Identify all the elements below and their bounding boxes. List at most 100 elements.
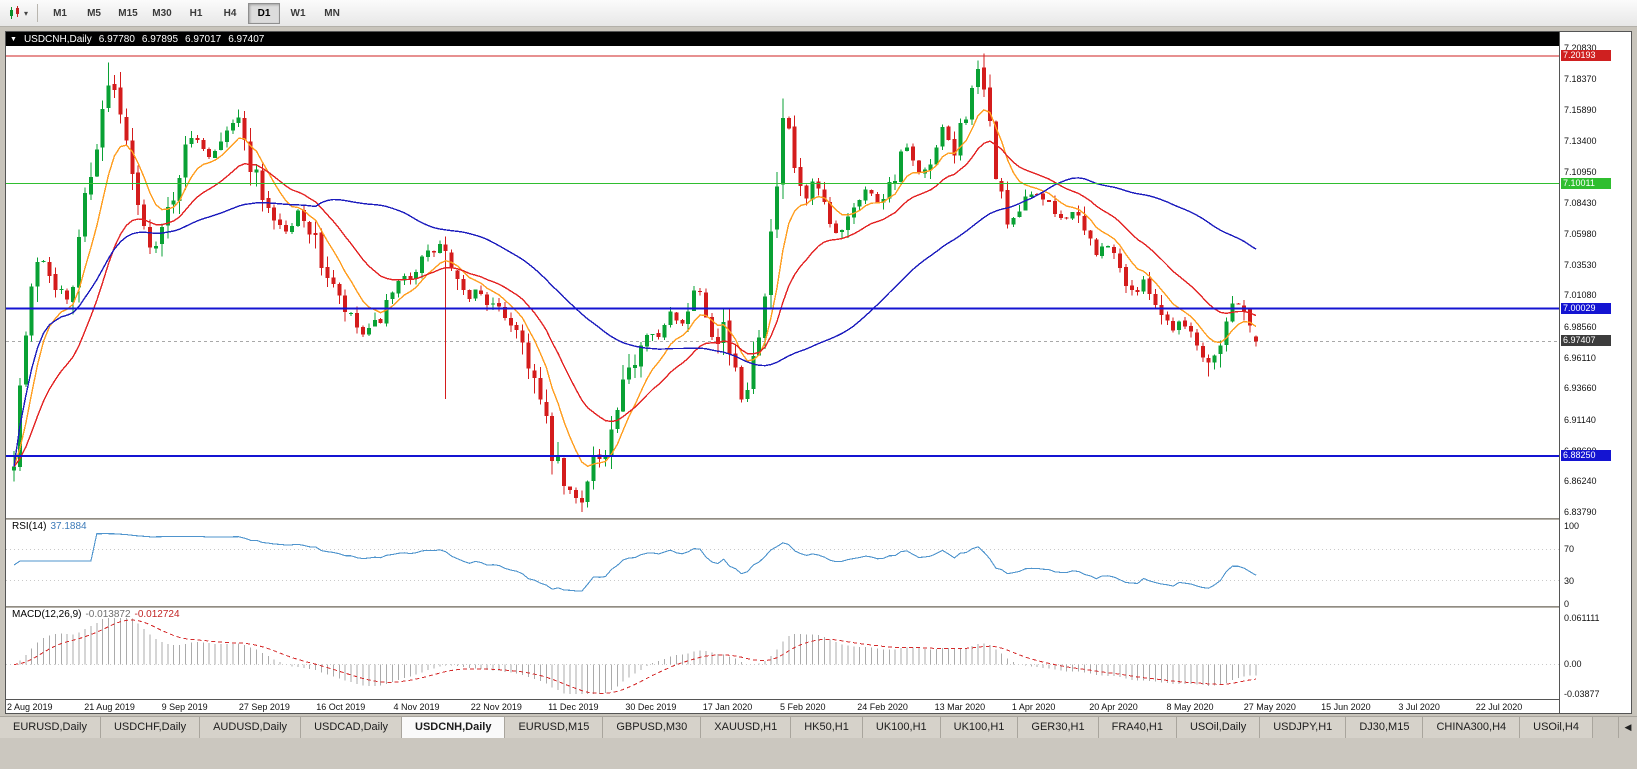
axis-label: 6.93660: [1564, 383, 1597, 394]
axis-label: 0: [1564, 599, 1570, 609]
timeframe-button-m15[interactable]: M15: [118, 7, 138, 19]
chart-tabs-bar: EURUSD,Daily USDCHF,Daily AUDUSD,Daily USDC…: [0, 716, 1637, 738]
timeframe-button-m5[interactable]: M5: [87, 7, 101, 19]
time-axis-label: 5 Feb 2020: [780, 702, 826, 712]
window-menu-triangle-icon: ▼: [10, 35, 17, 43]
timeframe-button-h4[interactable]: H4: [223, 7, 237, 19]
chart-tab-gbpusd-m30[interactable]: GBPUSD,M30: [603, 717, 702, 738]
axis-label: 0.00: [1564, 659, 1582, 670]
chart-tab-xauusd-h1[interactable]: XAUUSD,H1: [701, 717, 792, 738]
time-axis-label: 21 Aug 2019: [84, 702, 135, 712]
chart-tab-audusd-daily[interactable]: AUDUSD,Daily: [200, 717, 302, 738]
time-axis-label: 24 Feb 2020: [857, 702, 908, 712]
time-axis-label: 9 Sep 2019: [161, 702, 208, 712]
macd-canvas[interactable]: [6, 608, 1559, 698]
axis-label: 7.13400: [1564, 136, 1597, 147]
axis-label: 100: [1564, 521, 1580, 531]
time-axis-label: 22 Nov 2019: [470, 702, 522, 712]
chart-tab-uk100-h1[interactable]: UK100,H1: [862, 717, 941, 738]
quote-low: 6.97017: [185, 33, 222, 45]
axis-label: 6.83790: [1564, 506, 1597, 517]
chart-tab-fra40-h1[interactable]: FRA40,H1: [1098, 717, 1177, 738]
time-axis-label: 30 Dec 2019: [625, 702, 677, 712]
time-axis-label: 20 Apr 2020: [1089, 702, 1138, 712]
chart-tab-usdcnh-daily[interactable]: USDCNH,Daily: [402, 717, 506, 738]
time-axis-label: 13 Mar 2020: [934, 702, 986, 712]
axis-label: 70: [1564, 544, 1575, 555]
time-axis-label: 11 Dec 2019: [548, 702, 599, 712]
axis-label: 6.98560: [1564, 321, 1597, 332]
toolbar-separator: [37, 4, 39, 22]
panel-separator[interactable]: [6, 518, 1559, 520]
axis-label: 30: [1564, 575, 1575, 586]
time-axis-label: 3 Jul 2020: [1398, 702, 1440, 712]
tab-scroll-left-button[interactable]: ◀: [1618, 717, 1637, 738]
chart-tab-usdjpy-h1[interactable]: USDJPY,H1: [1260, 717, 1347, 738]
axis-label: -0.03877: [1564, 689, 1600, 699]
time-axis-label: 27 May 2020: [1243, 702, 1296, 712]
quote-open: 6.97780: [98, 33, 135, 45]
axis-label: 6.96110: [1564, 352, 1596, 363]
chart-title-bar[interactable]: ▼ USDCNH,Daily 6.97780 6.97895 6.97017 6…: [6, 32, 1559, 46]
axis-label: 6.86240: [1564, 476, 1597, 487]
price-badge: 7.00029: [1561, 302, 1611, 314]
axis-label: 7.20830: [1564, 43, 1597, 54]
rsi-name: RSI(14): [12, 521, 47, 532]
price-axis[interactable]: 7.20830 7.18370 7.15890 7.13400 7.10950 7.084…: [1560, 32, 1631, 713]
chart-tab-usoil-daily[interactable]: USOil,Daily: [1176, 717, 1261, 738]
chart-tab-eurusd-daily[interactable]: EURUSD,Daily: [0, 717, 101, 738]
timeframe-button-h1[interactable]: H1: [189, 7, 203, 19]
chart-tab-hk50-h1[interactable]: HK50,H1: [791, 717, 863, 738]
toolbar: ▾ M1 M5 M15 M30 H1 H4 D1 W1 MN: [0, 0, 1637, 27]
chart-tab-china300-h4[interactable]: CHINA300,H4: [1423, 717, 1521, 738]
axis-label: 7.10950: [1564, 166, 1597, 177]
price-badge: 7.10011: [1561, 177, 1611, 189]
time-axis-label: 2 Aug 2019: [7, 702, 53, 712]
timeframe-button-m1[interactable]: M1: [53, 7, 67, 19]
price-badge: 6.97407: [1561, 335, 1611, 347]
rsi-value: 37.1884: [50, 521, 87, 532]
time-axis-label: 4 Nov 2019: [393, 702, 440, 712]
quote-high: 6.97895: [141, 33, 179, 45]
chart-tabs: EURUSD,Daily USDCHF,Daily AUDUSD,Daily USDC…: [0, 717, 1593, 738]
chart-tab-usdcad-daily[interactable]: USDCAD,Daily: [301, 717, 403, 738]
chart-tab-eurusd-m15[interactable]: EURUSD,M15: [505, 717, 604, 738]
price-badge: 7.20193: [1561, 50, 1611, 62]
candlestick-chart-icon: [10, 6, 19, 19]
quote-close: 6.97407: [228, 33, 265, 45]
time-axis[interactable]: 2 Aug 2019 21 Aug 2019 9 Sep 2019 27 Sep 20…: [6, 699, 1559, 713]
status-strip: [0, 738, 1637, 769]
chart-type-button[interactable]: ▾: [4, 3, 31, 24]
timeframe-button-m30[interactable]: M30: [152, 7, 172, 19]
axis-divider: [1559, 32, 1560, 713]
chart-tab-usoil-h4[interactable]: USOil,H4: [1520, 717, 1593, 738]
axis-label: 7.01080: [1564, 290, 1597, 301]
price-chart-canvas[interactable]: [6, 46, 1559, 518]
chart-tab-uk100-h1[interactable]: UK100,H1: [940, 717, 1019, 738]
timeframe-button-mn[interactable]: MN: [324, 7, 340, 19]
dropdown-caret-icon: ▾: [24, 8, 29, 18]
timeframe-buttons: M1 M5 M15 M30 H1 H4 D1 W1 MN: [44, 2, 348, 24]
rsi-indicator-label: RSI(14) 37.1884: [12, 521, 87, 532]
axis-label: 7.05980: [1564, 229, 1597, 240]
macd-main-value: -0.013872: [85, 609, 131, 620]
chart-tab-usdchf-daily[interactable]: USDCHF,Daily: [100, 717, 201, 738]
chart-tab-dj30-m15[interactable]: DJ30,M15: [1346, 717, 1424, 738]
macd-indicator-label: MACD(12,26,9) -0.013872 -0.012724: [12, 609, 180, 620]
time-axis-label: 17 Jan 2020: [702, 702, 753, 712]
time-axis-label: 8 May 2020: [1166, 702, 1214, 712]
timeframe-button-w1[interactable]: W1: [290, 7, 306, 19]
time-axis-label: 1 Apr 2020: [1011, 702, 1056, 712]
time-axis-label: 22 Jul 2020: [1475, 702, 1523, 712]
chart-frame: ▼ USDCNH,Daily 6.97780 6.97895 6.97017 6…: [5, 31, 1632, 714]
rsi-canvas[interactable]: [6, 520, 1559, 606]
panel-separator[interactable]: [6, 606, 1559, 608]
time-axis-label: 15 Jun 2020: [1321, 702, 1371, 712]
axis-label: 0.061111: [1564, 613, 1600, 623]
chart-tab-ger30-h1[interactable]: GER30,H1: [1018, 717, 1099, 738]
timeframe-button-d1[interactable]: D1: [248, 2, 281, 24]
chart-symbol-title: USDCNH,Daily: [23, 33, 92, 45]
macd-name: MACD(12,26,9): [12, 609, 82, 620]
axis-label: 7.18370: [1564, 73, 1597, 84]
time-axis-label: 16 Oct 2019: [316, 702, 366, 712]
